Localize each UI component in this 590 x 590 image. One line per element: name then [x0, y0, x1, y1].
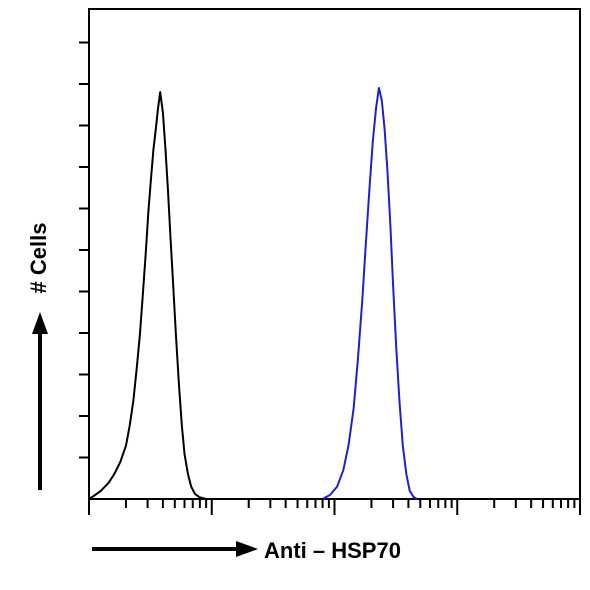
series-layer	[88, 87, 418, 500]
y-axis-label: # Cells	[26, 223, 51, 294]
histogram-series-1	[88, 91, 207, 500]
histogram-series-2	[322, 87, 418, 500]
plot-frame	[88, 8, 581, 500]
x-axis-ticks	[88, 499, 581, 515]
x-axis-arrowhead	[236, 541, 258, 557]
y-axis-arrowhead	[32, 312, 48, 334]
x-axis-label: Anti – HSP70	[264, 538, 401, 563]
y-axis-ticks	[79, 41, 89, 459]
